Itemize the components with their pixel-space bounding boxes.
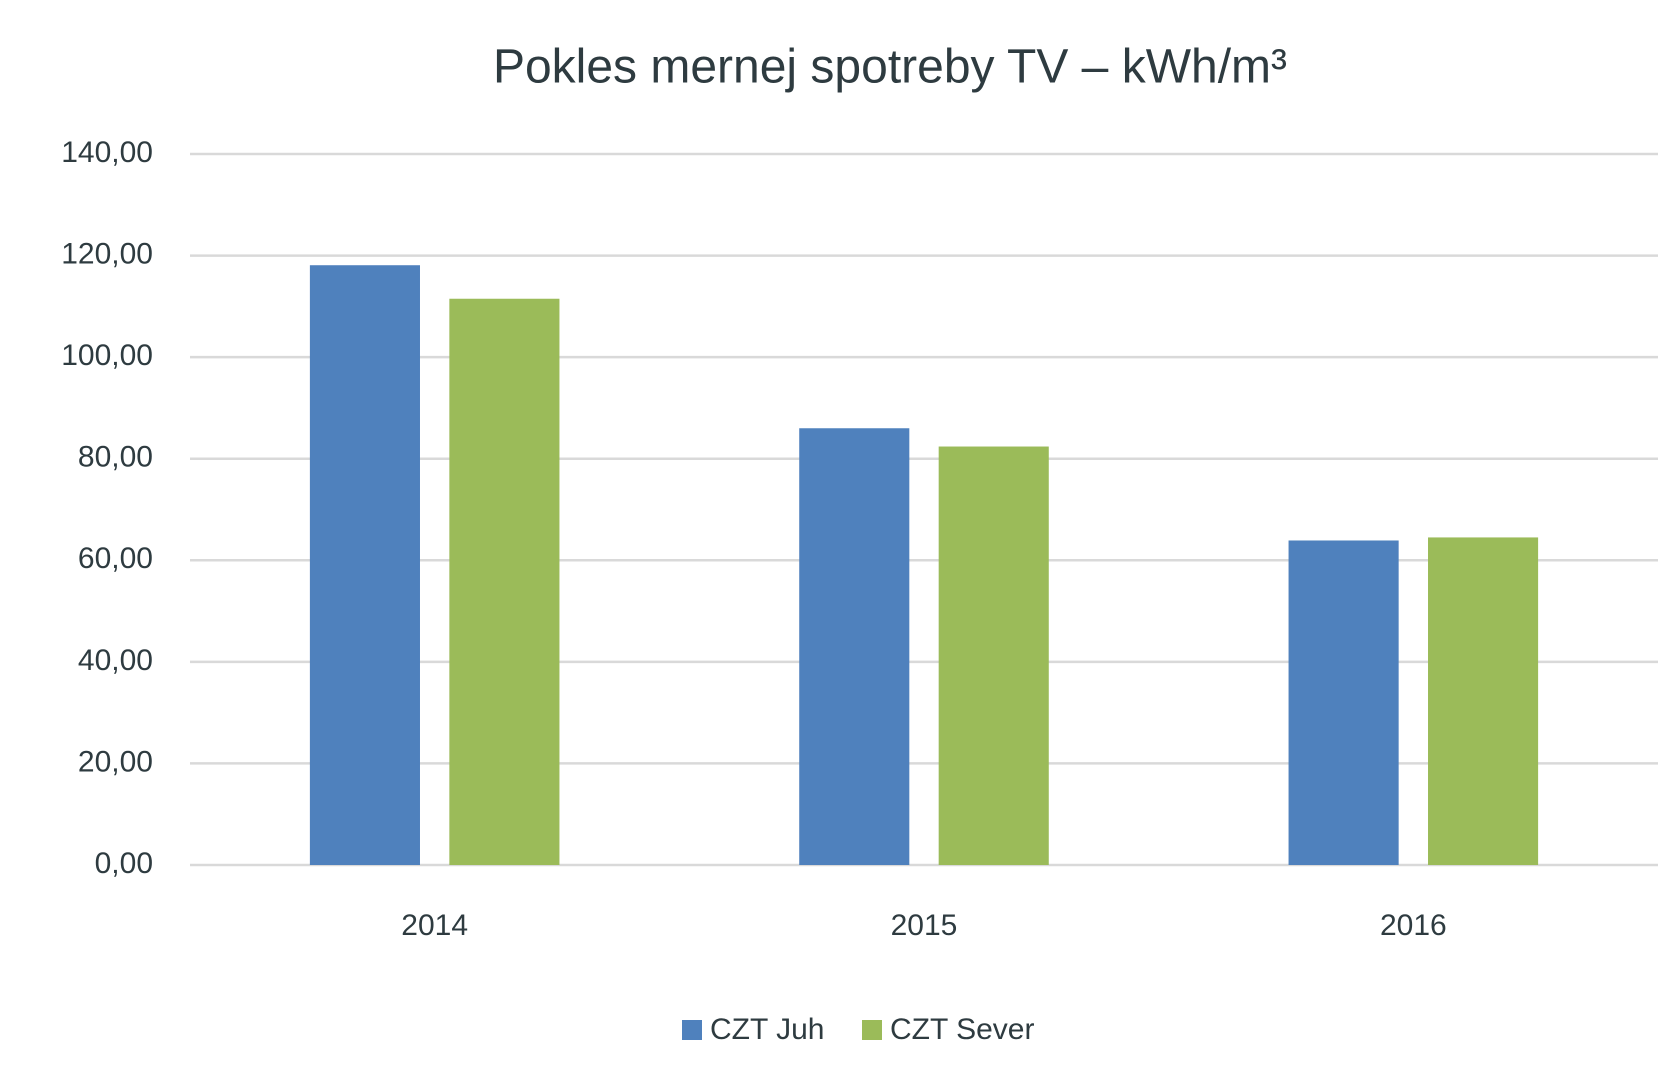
- x-tick-label: 2014: [401, 909, 468, 942]
- y-tick-label: 80,00: [78, 441, 153, 474]
- legend-swatch: [862, 1020, 882, 1040]
- bar: [1288, 540, 1399, 865]
- y-tick-label: 100,00: [61, 339, 153, 372]
- y-tick-label: 0,00: [95, 847, 153, 880]
- legend-label: CZT Sever: [890, 1013, 1034, 1046]
- y-tick-label: 40,00: [78, 644, 153, 677]
- chart-title: Pokles mernej spotreby TV – kWh/m³: [493, 41, 1287, 94]
- bar: [309, 265, 420, 865]
- y-tick-label: 20,00: [78, 745, 153, 778]
- x-tick-label: 2015: [891, 909, 958, 942]
- y-tick-label: 140,00: [61, 136, 153, 169]
- bar: [938, 446, 1049, 865]
- legend-label: CZT Juh: [710, 1013, 824, 1046]
- bar: [449, 298, 560, 866]
- bar: [799, 428, 910, 865]
- y-tick-label: 120,00: [61, 237, 153, 270]
- legend-swatch: [682, 1020, 702, 1040]
- y-tick-label: 60,00: [78, 542, 153, 575]
- x-tick-label: 2016: [1380, 909, 1447, 942]
- bar: [1428, 537, 1539, 865]
